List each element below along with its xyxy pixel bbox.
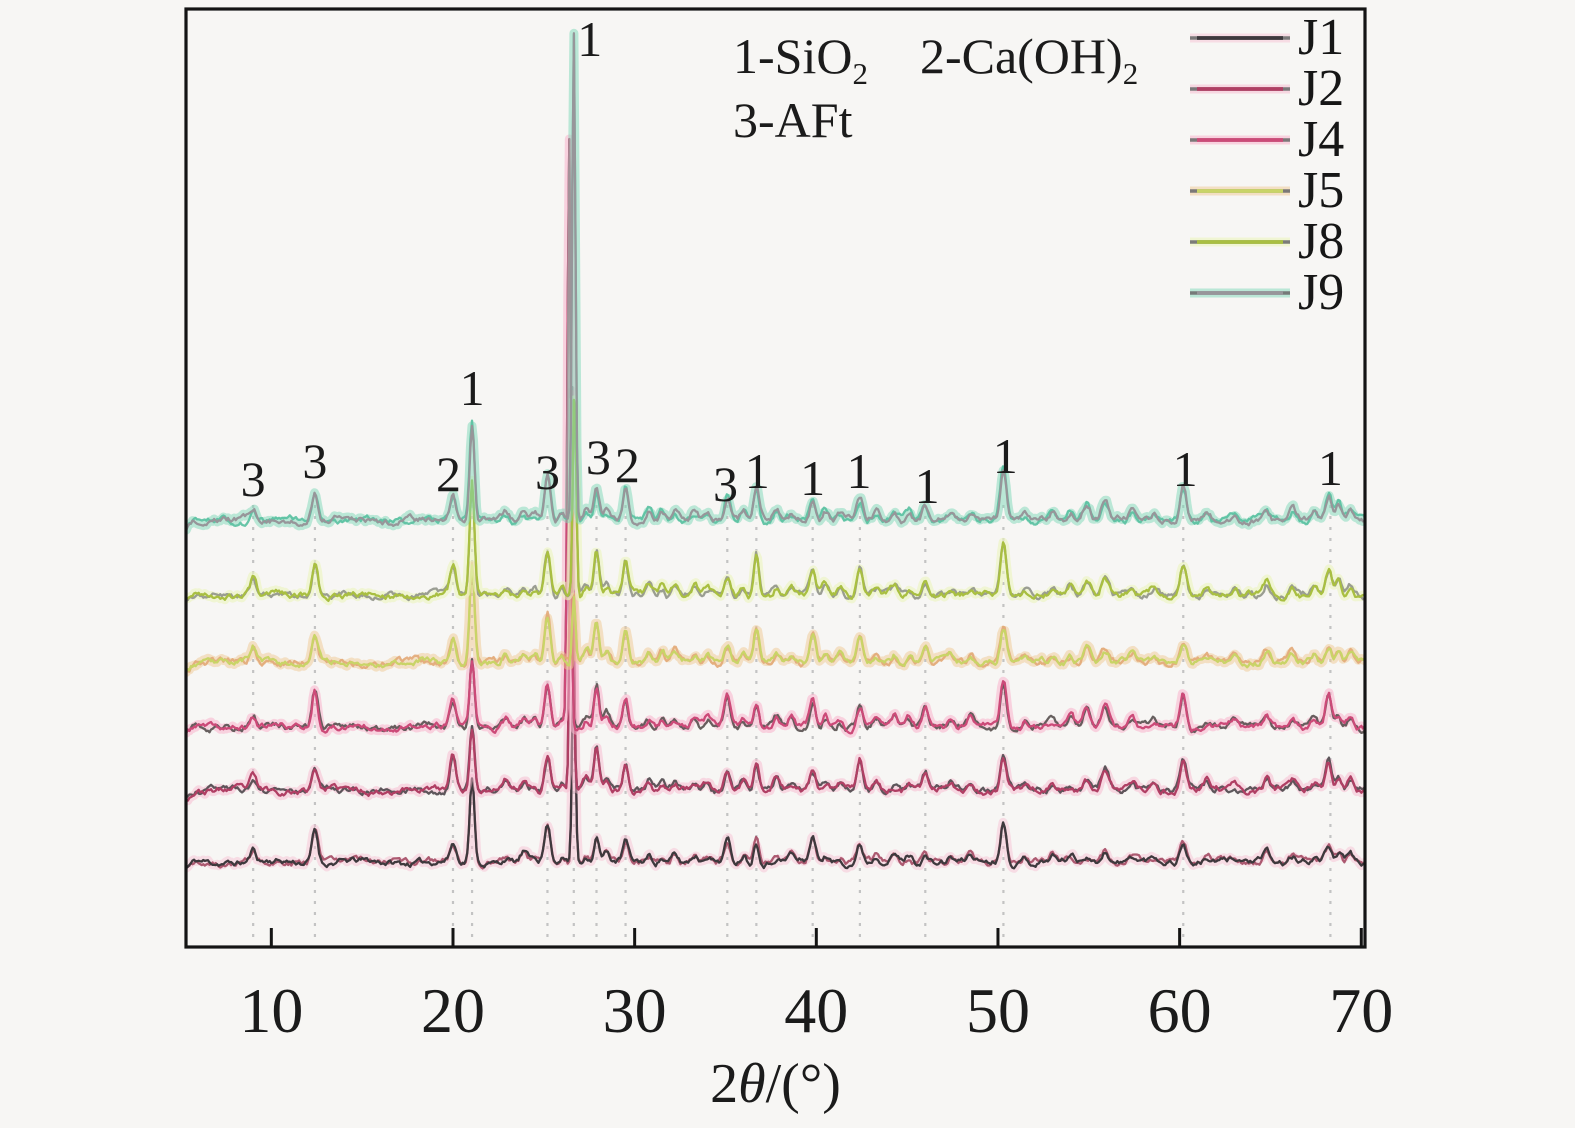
series-curve-J5 (187, 564, 1364, 673)
legend-line-swatch (1190, 237, 1290, 246)
legend-item-j4: J4 (1188, 110, 1345, 168)
x-tick-label: 60 (1148, 975, 1212, 1046)
phase-key-line1: 1-SiO2 2-Ca(OH)2 (733, 24, 1139, 91)
series-twin-J5 (187, 562, 1364, 673)
legend-label: J8 (1298, 212, 1345, 270)
x-tick-label: 50 (966, 975, 1030, 1046)
phase-key: 1-SiO2 2-Ca(OH)2 3-AFt (733, 24, 1138, 152)
plot-frame (184, 7, 1367, 949)
series-curves (187, 28, 1364, 873)
legend-label: J4 (1298, 110, 1345, 168)
legend-item-j5: J5 (1188, 161, 1345, 219)
peak-label-3: 3 (535, 444, 560, 500)
legend-label: J9 (1298, 263, 1345, 321)
peak-label-1: 1 (847, 443, 872, 499)
peak-label-1: 1 (577, 11, 602, 67)
legend-item-j8: J8 (1188, 212, 1345, 270)
guide-lines (252, 505, 1332, 944)
legend-item-j2: J2 (1188, 59, 1345, 117)
peak-label-1: 1 (800, 450, 825, 506)
legend-line-swatch (1190, 186, 1290, 195)
x-tick-label: 10 (239, 975, 303, 1046)
x-tick-label: 30 (603, 975, 667, 1046)
legend-label: J1 (1298, 8, 1345, 66)
x-tick-label: 20 (421, 975, 485, 1046)
peak-label-3: 3 (302, 433, 327, 489)
x-tick-label: 70 (1329, 975, 1393, 1046)
series-twin-J9 (187, 33, 1364, 530)
peak-label-1: 1 (915, 458, 940, 514)
phase-key-line2: 3-AFt (733, 88, 1138, 152)
legend-label: J2 (1298, 59, 1345, 117)
series-curve-J8 (187, 398, 1364, 603)
peak-label-2: 2 (436, 446, 461, 502)
x-tick-label: 40 (784, 975, 848, 1046)
peak-label-1: 1 (460, 360, 485, 416)
series-twin-J8 (187, 398, 1364, 602)
phase-3-label: 3-AFt (733, 92, 853, 148)
x-axis-ticks: 10 20 30 40 50 60 70 (239, 928, 1393, 1046)
legend-line-swatch (1190, 84, 1290, 93)
peak-label-1: 1 (745, 443, 770, 499)
series-curve-J2 (187, 389, 1364, 802)
peak-label-3: 3 (241, 451, 266, 507)
x-axis-title: 2θ/(°) (710, 1053, 841, 1115)
phase-2-label: 2-Ca(OH)2 (919, 28, 1139, 91)
series-curve-J4 (187, 137, 1364, 735)
peak-label-3: 3 (586, 429, 611, 485)
peak-label-1: 1 (993, 428, 1018, 484)
legend-item-j9: J9 (1188, 263, 1345, 321)
series-curve-J9 (187, 32, 1364, 531)
legend-line-swatch (1190, 288, 1290, 297)
peak-label-1: 1 (1318, 440, 1343, 496)
phase-1-label: 1-SiO2 (733, 28, 868, 91)
peak-label-1: 1 (1173, 441, 1198, 497)
peak-label-3: 3 (713, 456, 738, 512)
legend: J1 J2 J4 J5 J8 J9 (1188, 8, 1345, 321)
peak-label-2: 2 (615, 437, 640, 493)
legend-line-swatch (1190, 135, 1290, 144)
legend-item-j1: J1 (1188, 8, 1345, 66)
series-curve-J1 (187, 657, 1364, 870)
legend-label: J5 (1298, 161, 1345, 219)
legend-line-swatch (1190, 33, 1290, 42)
series-twin-J1 (187, 659, 1364, 870)
